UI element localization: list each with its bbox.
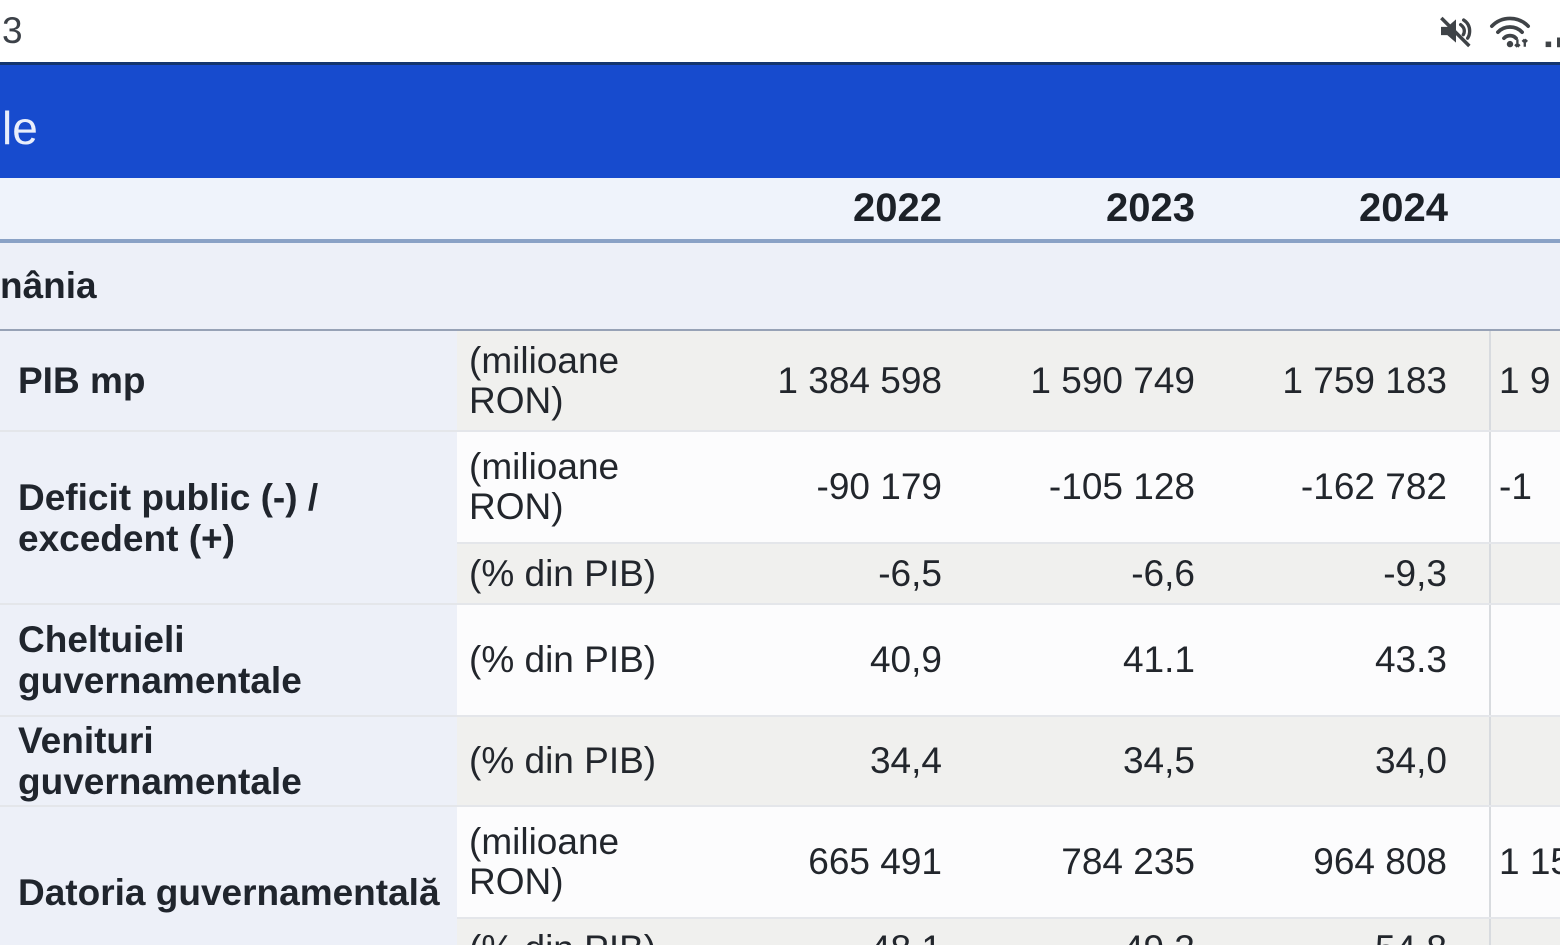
- value-cell-partial: 1 9: [1489, 330, 1560, 432]
- value-cell: 665 491: [731, 806, 984, 919]
- wifi-data-icon: [1488, 10, 1532, 52]
- year-header-2023: 2023: [984, 178, 1237, 243]
- status-icons: [1436, 10, 1560, 52]
- table-scroll-area[interactable]: 2022 2023 2024 nânia PIB mp (milioane RO…: [0, 178, 1560, 945]
- row-label-deficit: Deficit public (-) / excedent (+): [0, 431, 457, 605]
- value-cell: 784 235: [984, 806, 1237, 919]
- table-row-datoria-pct: (% din PIB) 48.1 49.3 54.8: [0, 918, 1560, 945]
- unit-cell: (% din PIB): [457, 604, 731, 717]
- table-row-venituri: Venituri guvernamentale (% din PIB) 34,4…: [0, 716, 1560, 807]
- app-bar-title: le: [2, 101, 38, 154]
- region-row-label: nânia: [0, 241, 1560, 331]
- value-cell: 54.8: [1237, 918, 1490, 945]
- status-bar: 3: [0, 0, 1560, 62]
- value-cell-partial: [1489, 543, 1560, 605]
- header-spacer-label: [0, 178, 457, 243]
- table-row-datoria-mil: Datoria guvernamentală (milioane RON) 66…: [0, 806, 1560, 945]
- row-label-cheltuieli: Cheltuieli guvernamentale: [0, 604, 457, 717]
- table-row-cheltuieli: Cheltuieli guvernamentale (% din PIB) 40…: [0, 604, 1560, 717]
- value-cell: -90 179: [731, 431, 984, 544]
- unit-cell: (% din PIB): [457, 918, 731, 945]
- region-row: nânia: [0, 241, 1560, 331]
- value-cell: 1 384 598: [731, 330, 984, 432]
- table-row-deficit-mil: Deficit public (-) / excedent (+) (milio…: [0, 431, 1560, 605]
- cellular-signal-partial-icon: [1544, 11, 1560, 51]
- clock-text: 3: [2, 10, 23, 51]
- value-cell: -162 782: [1237, 431, 1490, 544]
- value-cell: 964 808: [1237, 806, 1490, 919]
- value-cell: 34,4: [731, 716, 984, 807]
- unit-cell: (milioane RON): [457, 431, 731, 544]
- year-header-2022: 2022: [731, 178, 984, 243]
- unit-cell: (% din PIB): [457, 716, 731, 807]
- year-header-next-partial: [1490, 178, 1560, 243]
- value-cell-partial: [1489, 918, 1560, 945]
- value-cell: -6,6: [984, 543, 1237, 605]
- value-cell: -6,5: [731, 543, 984, 605]
- value-cell-partial: [1489, 604, 1560, 717]
- table-row-pib: PIB mp (milioane RON) 1 384 598 1 590 74…: [0, 330, 1560, 432]
- value-cell: 48.1: [731, 918, 984, 945]
- value-cell: 1 759 183: [1237, 330, 1490, 432]
- value-cell: 1 590 749: [984, 330, 1237, 432]
- mute-icon: [1436, 11, 1476, 51]
- row-label-pib: PIB mp: [0, 330, 457, 432]
- row-label-venituri: Venituri guvernamentale: [0, 716, 457, 807]
- value-cell: 40,9: [731, 604, 984, 717]
- value-cell: 34,5: [984, 716, 1237, 807]
- value-cell-partial: 1 15: [1489, 806, 1560, 919]
- unit-cell: (milioane RON): [457, 330, 731, 432]
- value-cell: 43.3: [1237, 604, 1490, 717]
- value-cell: -105 128: [984, 431, 1237, 544]
- row-label-datoria: Datoria guvernamentală: [0, 806, 457, 945]
- table-row-deficit-pct: (% din PIB) -6,5 -6,6 -9,3: [0, 543, 1560, 605]
- value-cell: 41.1: [984, 604, 1237, 717]
- year-header-2024: 2024: [1237, 178, 1490, 243]
- unit-cell: (% din PIB): [457, 543, 731, 605]
- value-cell-partial: [1489, 716, 1560, 807]
- value-cell: -9,3: [1237, 543, 1490, 605]
- unit-cell: (milioane RON): [457, 806, 731, 919]
- statistics-table: 2022 2023 2024 nânia PIB mp (milioane RO…: [0, 178, 1560, 945]
- value-cell: 34,0: [1237, 716, 1490, 807]
- value-cell: 49.3: [984, 918, 1237, 945]
- table-header-row: 2022 2023 2024: [0, 178, 1560, 243]
- value-cell-partial: -1: [1489, 431, 1560, 544]
- header-spacer-unit: [457, 178, 731, 243]
- app-bar: le: [0, 62, 1560, 178]
